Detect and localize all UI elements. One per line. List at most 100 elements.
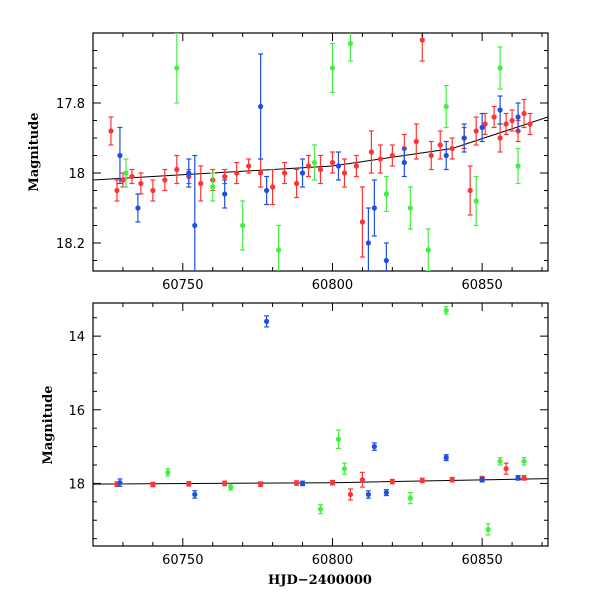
data-point bbox=[371, 179, 377, 237]
point-marker bbox=[120, 177, 126, 183]
data-point bbox=[186, 480, 192, 487]
point-marker bbox=[419, 37, 425, 43]
point-marker bbox=[129, 173, 135, 180]
data-point bbox=[258, 158, 264, 188]
point-marker bbox=[383, 257, 389, 264]
data-point bbox=[515, 147, 521, 185]
point-marker bbox=[108, 128, 114, 134]
point-marker bbox=[503, 466, 509, 472]
point-marker bbox=[281, 170, 288, 176]
point-marker bbox=[389, 478, 395, 485]
point-marker bbox=[270, 184, 276, 190]
point-marker bbox=[461, 135, 467, 141]
data-point bbox=[198, 165, 204, 202]
data-point bbox=[467, 165, 473, 216]
data-point bbox=[299, 480, 306, 487]
point-marker bbox=[413, 138, 419, 145]
data-point bbox=[377, 144, 383, 174]
point-marker bbox=[491, 114, 497, 120]
x-axis-label: HJD−2400000 bbox=[268, 573, 372, 588]
data-point bbox=[407, 186, 413, 230]
data-point bbox=[240, 200, 246, 251]
point-marker bbox=[162, 177, 168, 183]
point-marker bbox=[473, 128, 479, 134]
data-point bbox=[365, 207, 371, 271]
data-point bbox=[359, 186, 366, 258]
point-marker bbox=[383, 490, 389, 496]
data-point bbox=[443, 140, 449, 171]
data-point bbox=[234, 161, 240, 185]
point-marker bbox=[150, 481, 156, 488]
data-point bbox=[341, 158, 348, 188]
point-marker bbox=[383, 191, 389, 197]
point-marker bbox=[335, 436, 342, 442]
point-marker bbox=[240, 222, 246, 229]
point-marker bbox=[329, 480, 336, 486]
data-point bbox=[258, 53, 264, 160]
point-marker bbox=[521, 110, 527, 117]
point-marker bbox=[299, 170, 306, 176]
data-point bbox=[192, 154, 198, 271]
data-point bbox=[368, 130, 374, 174]
data-point bbox=[138, 172, 144, 195]
point-marker bbox=[425, 247, 431, 253]
x-tick-label: 60850 bbox=[461, 553, 502, 568]
x-tick-label: 60750 bbox=[162, 278, 203, 293]
point-marker bbox=[258, 103, 264, 110]
y-tick-label: 14 bbox=[68, 330, 85, 345]
data-point bbox=[461, 123, 467, 153]
point-marker bbox=[443, 307, 449, 313]
data-point bbox=[491, 105, 497, 129]
point-marker bbox=[246, 163, 252, 169]
point-marker bbox=[443, 103, 449, 110]
data-point bbox=[317, 154, 324, 185]
point-marker bbox=[437, 142, 443, 148]
point-marker bbox=[365, 491, 371, 498]
data-point bbox=[114, 179, 120, 202]
point-marker bbox=[449, 145, 455, 152]
point-marker bbox=[150, 187, 156, 194]
point-marker bbox=[482, 121, 488, 127]
data-point bbox=[281, 161, 288, 185]
point-marker bbox=[234, 170, 240, 176]
data-point bbox=[419, 33, 425, 62]
point-marker bbox=[497, 135, 503, 141]
point-marker bbox=[186, 481, 192, 487]
point-marker bbox=[473, 198, 479, 204]
data-point bbox=[123, 158, 129, 188]
data-point bbox=[264, 315, 270, 328]
point-marker bbox=[347, 491, 354, 498]
data-point bbox=[258, 481, 264, 487]
data-point bbox=[383, 175, 389, 213]
point-marker bbox=[123, 170, 129, 176]
point-marker bbox=[515, 163, 521, 169]
data-point bbox=[443, 454, 449, 462]
x-tick-label: 60800 bbox=[312, 553, 353, 568]
bottom-y-axis-label: Magnitude bbox=[41, 385, 56, 464]
point-marker bbox=[485, 526, 491, 533]
point-marker bbox=[293, 480, 300, 486]
point-marker bbox=[293, 180, 300, 187]
point-marker bbox=[527, 121, 533, 127]
data-point bbox=[383, 242, 389, 271]
data-point bbox=[509, 109, 515, 132]
point-marker bbox=[198, 180, 204, 187]
top-plot-frame bbox=[92, 32, 549, 272]
data-point bbox=[186, 158, 192, 188]
point-marker bbox=[222, 480, 228, 487]
data-point bbox=[503, 462, 509, 475]
data-point bbox=[275, 224, 282, 271]
point-marker bbox=[503, 121, 509, 127]
point-marker bbox=[299, 480, 306, 487]
y-tick-label: 17.8 bbox=[56, 97, 85, 112]
data-point bbox=[335, 151, 342, 181]
data-point bbox=[150, 481, 156, 488]
data-point bbox=[527, 112, 533, 136]
data-point bbox=[359, 471, 366, 488]
data-point bbox=[389, 144, 395, 167]
data-point bbox=[264, 175, 270, 206]
point-marker bbox=[329, 159, 336, 166]
point-marker bbox=[341, 466, 348, 472]
data-point bbox=[117, 478, 123, 487]
